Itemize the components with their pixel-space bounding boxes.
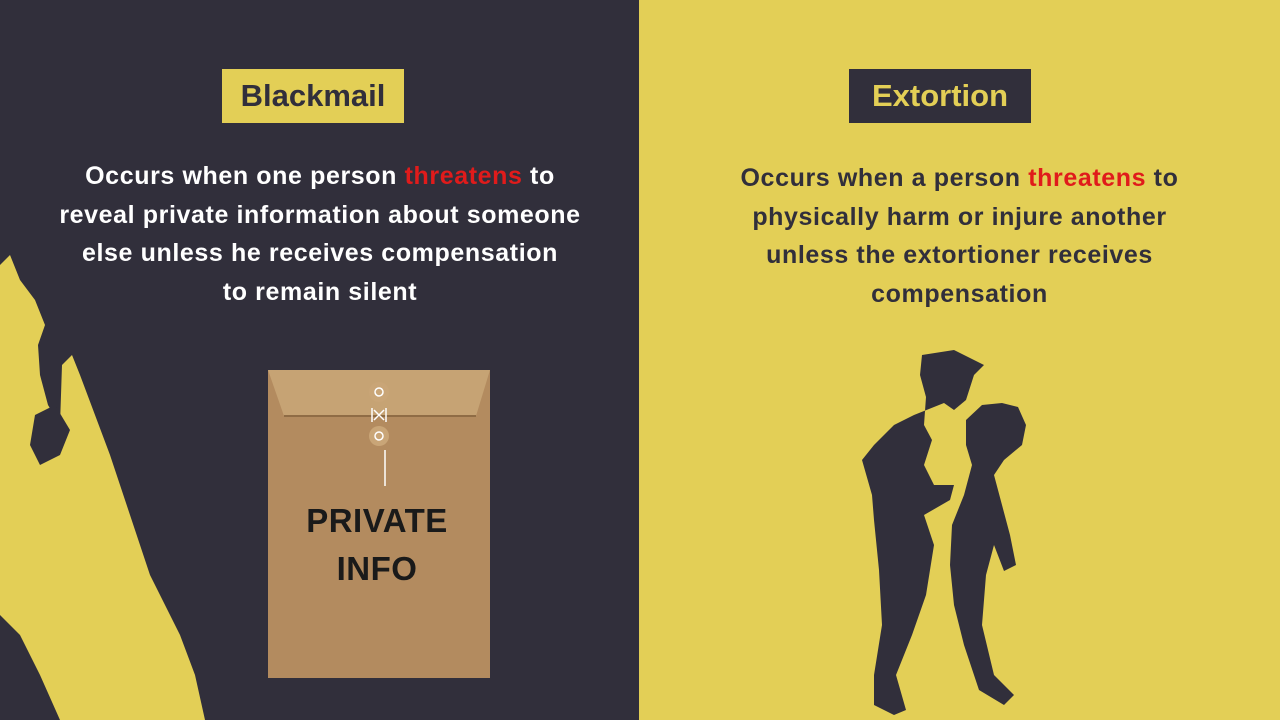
extortion-desc-line-2: physically harm or injure another	[752, 202, 1167, 231]
highlight-threatens: threatens	[404, 162, 523, 190]
blackmail-desc-line-1: Occurs when one person threatens to	[0, 157, 639, 196]
silhouette-choking-icon	[862, 350, 1026, 715]
blackmail-panel: Blackmail Occurs when one person threate…	[0, 0, 639, 720]
envelope-label-line-2: INFO	[336, 550, 418, 587]
blackmail-description: Occurs when one person threatens to reve…	[0, 157, 639, 312]
highlight-threatens: threatens	[1028, 164, 1147, 192]
extortion-description: Occurs when a person threatens to physic…	[639, 159, 1280, 314]
extortion-desc-line-3: unless the extortioner receives	[766, 241, 1153, 270]
extortion-desc-line-4: compensation	[871, 280, 1048, 309]
extortion-title: Extortion	[849, 69, 1031, 123]
extortion-title-text: Extortion	[871, 78, 1009, 113]
blackmail-title: Blackmail	[222, 69, 404, 123]
desc-text: Occurs when one person	[85, 162, 405, 190]
extortion-desc-line-1: Occurs when a person threatens to	[639, 159, 1280, 198]
silhouette-person-icon	[0, 255, 205, 720]
blackmail-desc-line-3: else unless he receives compensation	[82, 239, 558, 268]
desc-text: Occurs when a person	[740, 164, 1029, 192]
blackmail-desc-line-2: reveal private information about someone	[59, 200, 581, 229]
envelope-icon	[268, 370, 490, 678]
blackmail-title-text: Blackmail	[240, 78, 386, 113]
desc-text: to	[1146, 164, 1179, 192]
envelope-label-line-1: PRIVATE	[306, 502, 448, 539]
extortion-panel: Extortion Occurs when a person threatens…	[639, 0, 1280, 720]
desc-text: to	[522, 162, 555, 190]
blackmail-desc-line-4: to remain silent	[222, 278, 418, 307]
envelope-label: PRIVATE INFO	[268, 497, 486, 593]
